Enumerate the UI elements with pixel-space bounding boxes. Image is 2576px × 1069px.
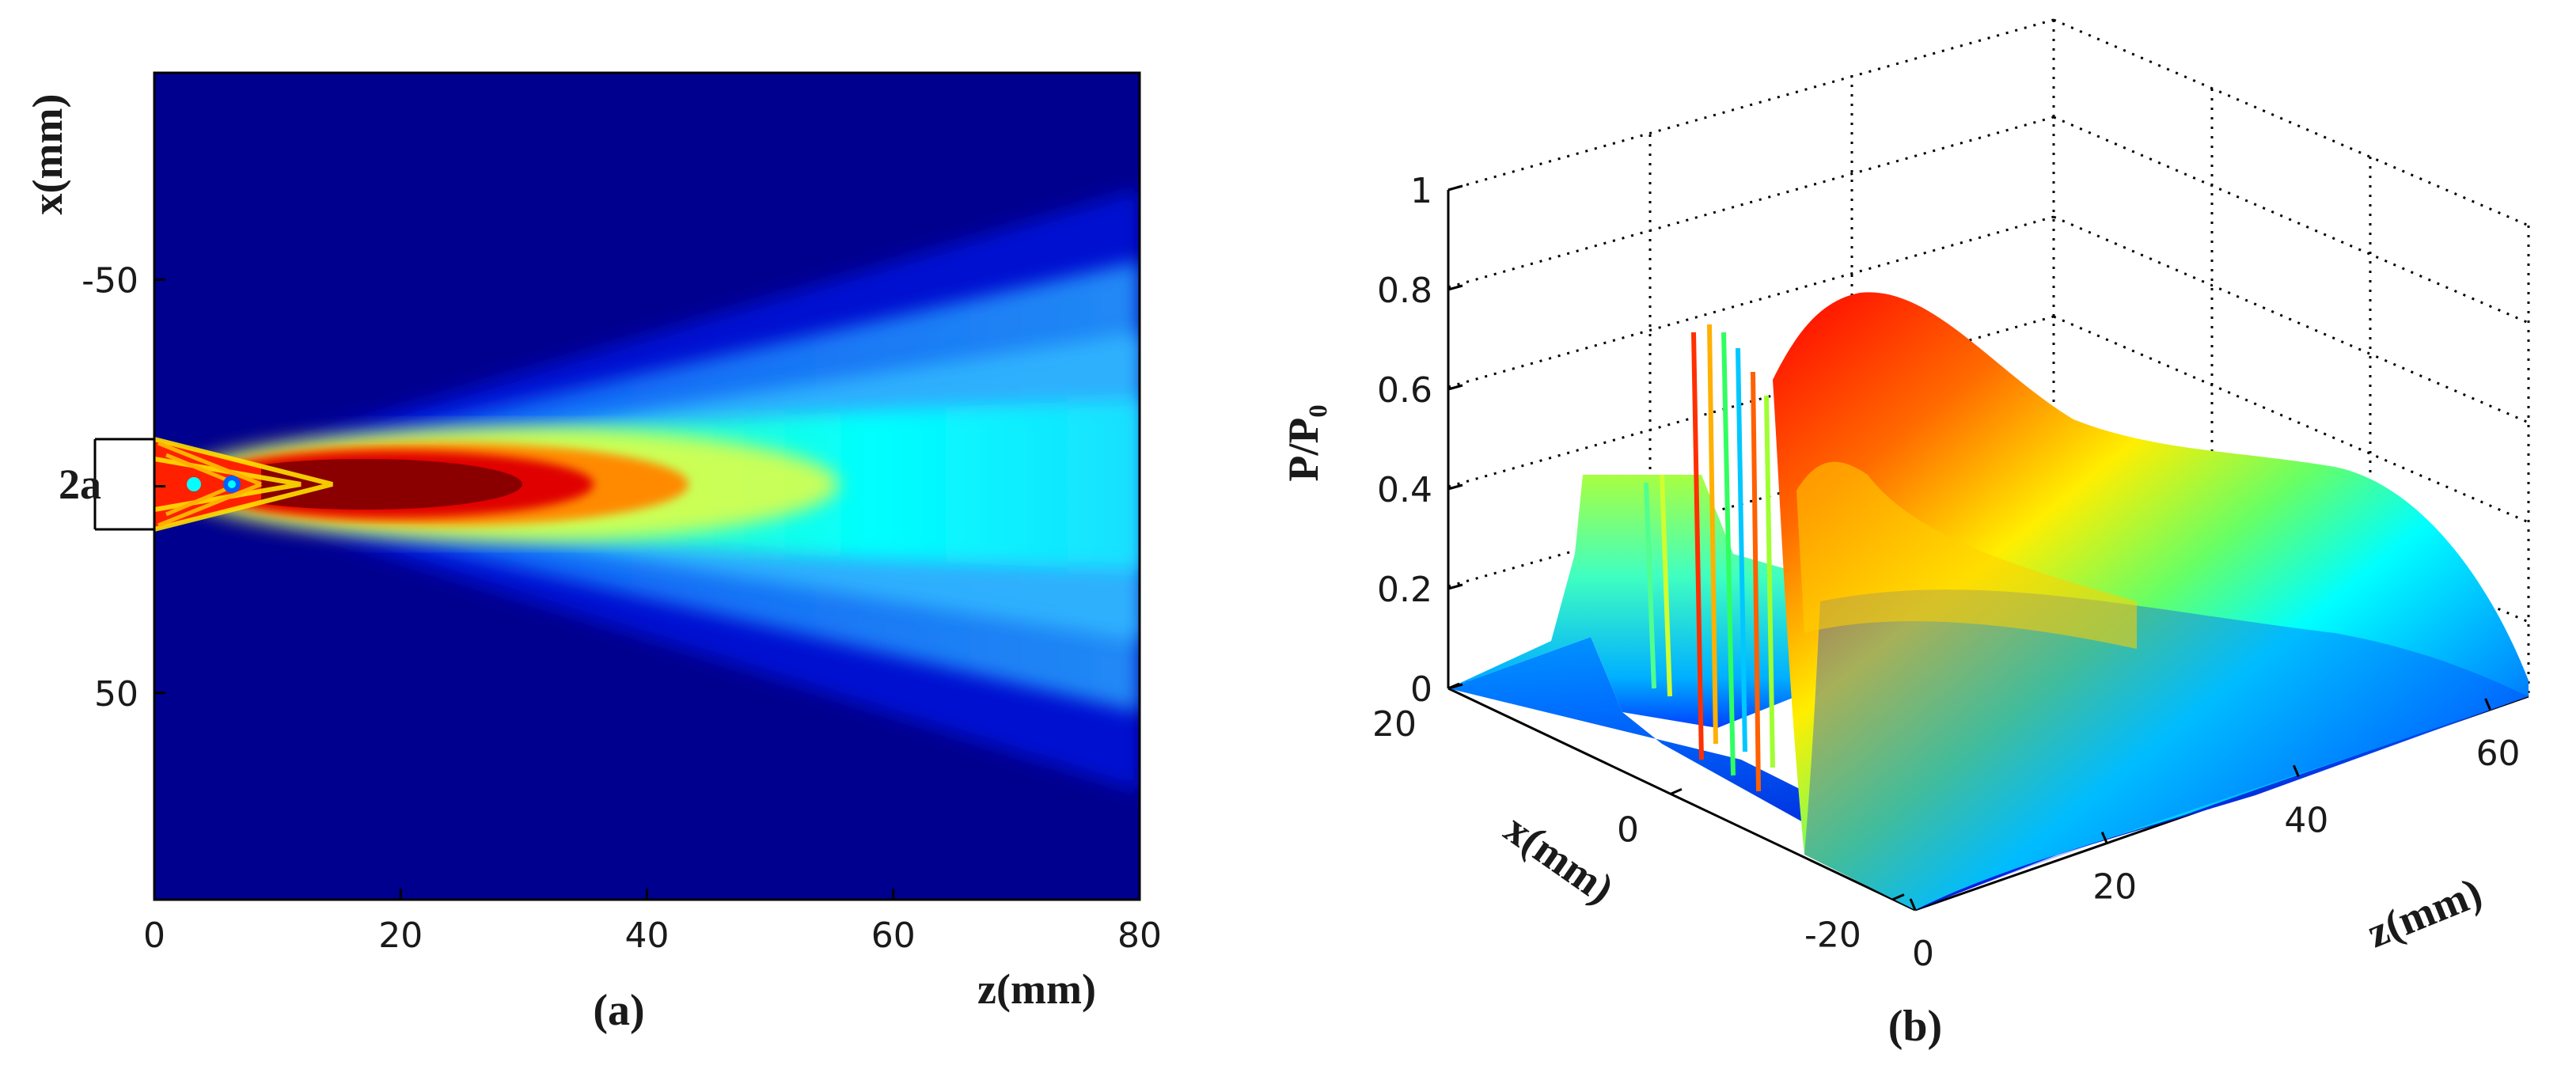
vertical-tick-label: 0: [1410, 669, 1432, 710]
vertical-axis-label: P/P₀: [1280, 404, 1327, 481]
z-tick-label: 0: [1912, 934, 1934, 974]
subplot-label-a: (a): [593, 986, 644, 1035]
z-axis-ticks: 0 20 40 60: [1909, 698, 2521, 974]
vertical-tick-label: 1: [1410, 171, 1432, 211]
x-tick-label-3d: 20: [1372, 704, 1417, 745]
vertical-tick-mark: [1447, 583, 1463, 590]
z-tick-label: 40: [2284, 800, 2328, 840]
surface-side-ridge: [1796, 461, 2137, 649]
z-tick-label: 20: [2092, 867, 2137, 908]
x-axis-label-3d: x(mm): [1496, 805, 1622, 913]
near-field-fan: [154, 437, 333, 532]
heatmap-field: [154, 190, 1140, 791]
vertical-tick-label: 0.6: [1377, 370, 1432, 411]
vertical-tick-mark: [1447, 483, 1463, 491]
z-axis-label-3d: z(mm): [2361, 868, 2488, 957]
near-field-rays: [157, 441, 262, 528]
subplot-label-b: (b): [1888, 1002, 1942, 1051]
z-tick-mark: [2484, 698, 2491, 711]
x-tick-mark-3d: [1447, 682, 1460, 690]
near-field-null-2-center: [228, 480, 236, 488]
x-axis-label: z(mm): [977, 965, 1096, 1013]
vertical-tick-label: 0.2: [1377, 570, 1432, 610]
aperture-label: 2a: [59, 461, 101, 508]
vertical-tick-mark: [1447, 384, 1463, 391]
y-axis-ticks: -50 50: [82, 260, 165, 715]
z-tick-label: 60: [2476, 734, 2521, 774]
x-tick-label: 80: [1117, 915, 1162, 956]
x-tick-label: 40: [625, 915, 670, 956]
x-tick-label-3d: -20: [1804, 915, 1861, 956]
surface-main-hump: [1773, 292, 2529, 910]
x-axis-ticks: 0 20 40 60 80: [143, 889, 1162, 956]
x-tick-label: 60: [871, 915, 916, 956]
x-tick-mark-3d: [1892, 893, 1905, 901]
near-field-null-1: [187, 477, 201, 491]
z-tick-mark: [1909, 898, 1917, 911]
surface-plot: [1448, 292, 2529, 910]
aperture-bracket: [93, 438, 154, 531]
x-tick-label-3d: 0: [1617, 809, 1639, 850]
vertical-axis-ticks: 0 0.2 0.4 0.6 0.8 1: [1377, 171, 1463, 710]
x-tick-label: 0: [143, 915, 165, 956]
x-tick-mark-3d: [1670, 787, 1683, 795]
vertical-tick-mark: [1447, 184, 1463, 191]
surface-oscillation: [1644, 324, 1775, 792]
surface-left-ridge: [1448, 475, 1796, 728]
y-axis-label: x(mm): [24, 94, 71, 215]
x-axis-ticks-3d: 20 0 -20: [1372, 682, 1905, 956]
surface-shading: [1804, 589, 2529, 910]
z-tick-mark: [2100, 832, 2108, 844]
panel-a-heatmap: 2a 0 20 40 60 80 -50 50 z(mm) x(mm) (a): [24, 71, 1162, 1035]
y-tick-label: 50: [94, 674, 138, 715]
x-tick-label: 20: [378, 915, 423, 956]
y-tick-label: -50: [82, 260, 138, 301]
vertical-tick-mark: [1447, 284, 1463, 291]
vertical-tick-label: 0.8: [1377, 271, 1432, 311]
z-tick-mark: [2292, 764, 2300, 777]
vertical-tick-label: 0.4: [1377, 470, 1432, 510]
